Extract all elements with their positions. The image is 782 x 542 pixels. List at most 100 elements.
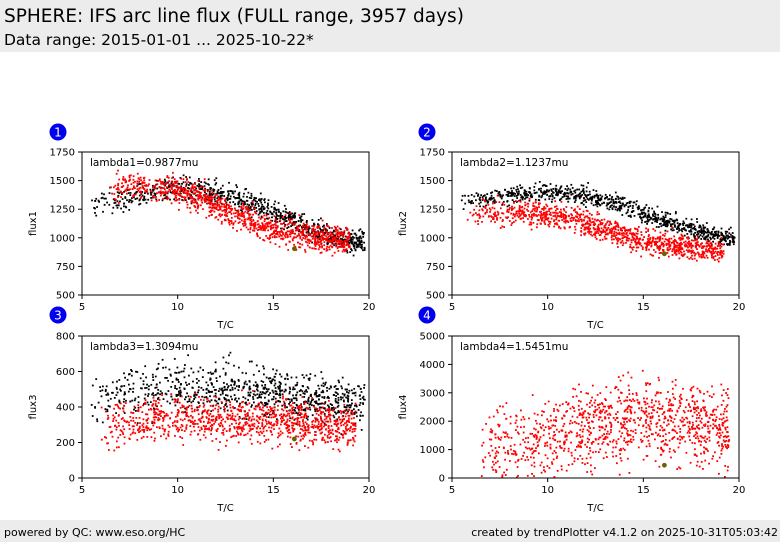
data-point-black [136,197,139,200]
data-point-black [204,187,207,190]
data-point-black [272,410,275,412]
data-point-black [502,200,505,203]
data-point-black [515,195,518,197]
data-point-red [237,426,239,428]
data-point-black [573,201,576,203]
data-point-black [274,382,277,385]
data-point-black [252,393,255,396]
data-point-red [312,230,315,233]
data-point-red [502,219,504,221]
data-point-black [242,195,245,198]
data-point-black [193,398,195,400]
data-point-black [350,404,352,407]
data-point-red [519,214,522,216]
data-point-red [522,220,525,223]
data-point-black [533,186,536,188]
data-point-red [679,239,682,241]
data-point-black [343,411,345,414]
data-point-black [720,227,723,230]
data-point-red [219,207,221,210]
data-point-black [255,210,258,212]
data-point-black [112,206,115,209]
data-point-red [153,439,156,442]
data-point-red [193,205,196,207]
data-point-red [211,209,214,212]
data-point-red [302,229,305,231]
data-point-black [295,376,298,379]
data-point-black [340,396,342,399]
data-point-black [643,207,646,210]
data-point-black [254,381,257,384]
data-point-red [207,409,210,412]
data-point-red [337,236,340,239]
plot-frame [451,151,740,296]
data-point-red [202,194,205,197]
data-point-red [273,411,275,414]
data-point-red [544,207,547,210]
data-point-red [224,211,227,214]
data-point-black [555,190,557,193]
data-point-red [323,234,326,237]
data-point-red [278,230,281,233]
data-point-black [221,184,224,187]
data-point-black [632,205,634,207]
data-point-red [335,423,338,426]
data-point-black [122,400,125,403]
data-point-black [275,369,278,372]
data-point-red [206,190,209,193]
data-point-red [325,249,328,252]
data-point-black [209,371,212,374]
data-point-black [143,195,146,198]
data-point-red [146,188,149,191]
data-point-red [536,208,539,211]
data-point-black [359,228,362,231]
data-point-red [589,219,591,222]
data-point-black [150,383,153,386]
data-point-black [470,200,473,203]
data-point-black [317,224,320,227]
data-point-red [168,183,171,186]
data-point-red [342,235,345,238]
data-point-red [184,196,187,199]
data-point-red [189,190,192,193]
data-point-red [249,219,252,222]
data-point-black [234,197,237,200]
data-point-red [306,244,309,247]
data-point-red [680,243,683,245]
data-point-black [324,228,327,231]
data-point-black [257,213,260,216]
data-point-red [640,244,643,247]
data-point-red [205,195,208,198]
data-point-red [659,245,662,248]
data-point-black [351,392,354,395]
data-point-red [133,185,135,188]
data-point-black [546,189,548,191]
data-point-red [284,214,287,217]
data-point-red [560,200,563,203]
data-point-red [191,199,194,202]
data-point-black [101,192,103,195]
data-point-black [342,399,345,402]
data-point-red [510,209,513,211]
data-point-black [213,179,216,182]
data-point-red [165,183,167,185]
data-point-red [249,217,251,220]
data-point-black [190,367,193,370]
data-point-black [128,201,130,203]
data-point-black [343,394,346,397]
data-point-black [191,386,194,389]
data-point-red [196,207,199,210]
data-point-red [171,188,173,190]
data-point-red [343,244,345,247]
data-point-black [185,381,187,384]
data-point-red [688,257,691,260]
data-point-red [247,212,250,215]
data-point-red [184,192,187,195]
data-point-red [207,199,210,202]
data-point-red [722,250,725,253]
data-point-red [240,214,243,216]
data-point-red [495,201,498,203]
data-point-black [623,204,626,207]
data-point-black [501,195,504,198]
data-point-red [671,250,674,253]
